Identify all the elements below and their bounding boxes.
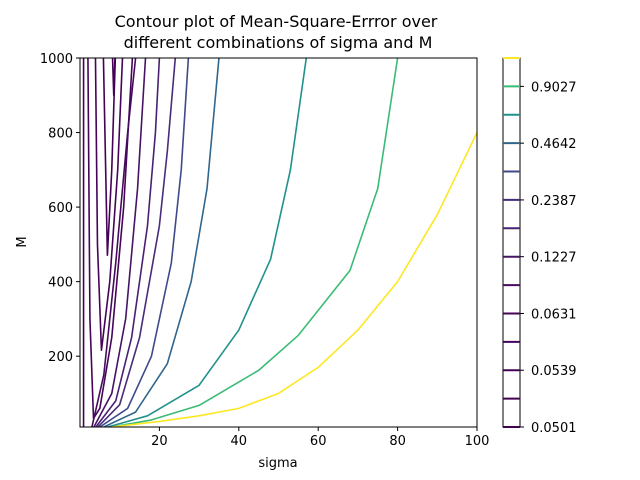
- x-tick-label: 100: [465, 434, 490, 449]
- contour-line: [107, 58, 308, 427]
- contour-line: [91, 58, 137, 427]
- contour-line: [97, 58, 177, 427]
- contour-line: [94, 58, 124, 352]
- x-tick-label: 60: [310, 434, 327, 449]
- contour-line: [99, 58, 190, 427]
- chart-title: different combinations of sigma and M: [124, 33, 433, 52]
- colorbar-tick-label: 0.9027: [531, 80, 577, 95]
- chart-title: Contour plot of Mean-Square-Errror over: [115, 12, 438, 31]
- y-tick-label: 800: [48, 127, 73, 142]
- contour-line: [102, 58, 117, 256]
- colorbar-tick-label: 0.4642: [531, 137, 577, 152]
- colorbar-tick-label: 0.1227: [531, 251, 577, 266]
- y-tick-label: 400: [48, 276, 73, 291]
- y-tick-label: 1000: [40, 52, 73, 67]
- contour-line: [93, 58, 147, 427]
- colorbar-tick-label: 0.0539: [531, 364, 577, 379]
- colorbar-tick-label: 0.0501: [531, 421, 577, 436]
- x-tick-label: 40: [231, 434, 248, 449]
- plot-frame: [79, 57, 478, 428]
- y-tick-label: 600: [48, 201, 73, 216]
- contour-line: [87, 58, 134, 420]
- contour-line: [95, 58, 161, 427]
- y-axis-label: M: [15, 236, 30, 247]
- contour-line: [111, 132, 477, 427]
- x-axis-label: sigma: [258, 456, 297, 471]
- contour-line: [111, 58, 399, 427]
- contour-line: [103, 58, 220, 427]
- plot-lines: [82, 58, 477, 427]
- colorbar-frame: [502, 57, 521, 428]
- x-tick-label: 20: [151, 434, 168, 449]
- colorbar-tick-label: 0.0631: [531, 307, 577, 322]
- x-tick-label: 80: [389, 434, 406, 449]
- y-tick-label: 200: [48, 350, 73, 365]
- colorbar-tick-label: 0.2387: [531, 194, 577, 209]
